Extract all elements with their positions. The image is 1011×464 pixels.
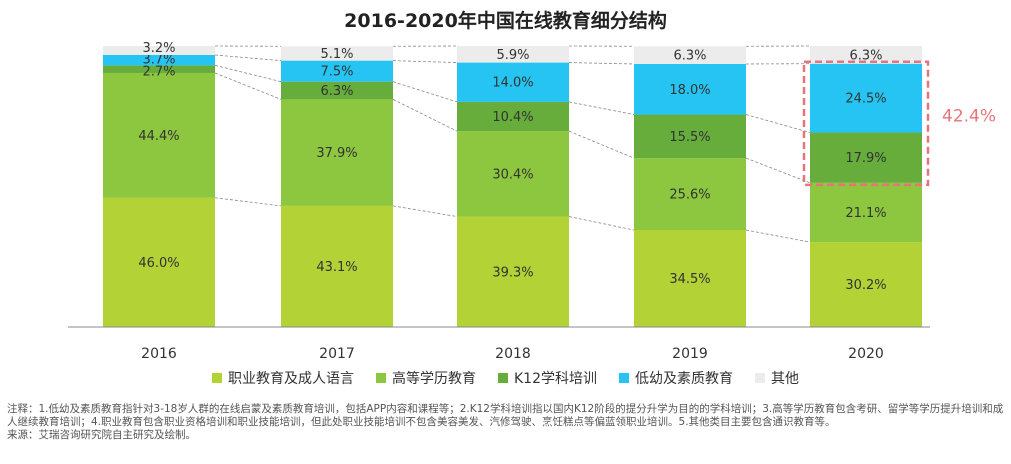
legend-label: K12学科培训 xyxy=(514,371,597,387)
data-label-k12-2018: 10.4% xyxy=(492,110,533,125)
bar-k12-2018 xyxy=(457,101,569,132)
bar-higher-2018 xyxy=(457,131,569,217)
legend-swatch xyxy=(212,373,222,383)
bar-other-2020 xyxy=(810,46,922,64)
bar-early-2020 xyxy=(810,63,922,133)
bar-higher-2019 xyxy=(634,158,746,231)
data-label-higher-2020: 21.1% xyxy=(845,206,886,221)
data-label-vocational-2018: 39.3% xyxy=(492,265,533,280)
highlight-annotation: 42.4% xyxy=(802,60,996,187)
legend: 职业教育及成人语言 高等学历教育 K12学科培训 低幼及素质教育 其他 xyxy=(0,368,1011,388)
bar-k12-2017 xyxy=(281,81,393,100)
x-tick-label: 2019 xyxy=(672,346,708,362)
bar-higher-2016 xyxy=(103,72,215,198)
data-label-early-2017: 7.5% xyxy=(320,65,353,80)
stacked-bar-chart: 46.0% 44.4% 2.7%3.7%3.2% 43.1% 37.9% 6.3% 7.5%… xyxy=(68,41,996,362)
data-label-vocational-2020: 30.2% xyxy=(845,278,886,293)
legend-item-k12: K12学科培训 xyxy=(498,368,597,388)
legend-swatch xyxy=(755,373,765,383)
connector-line xyxy=(568,101,635,115)
data-label-early-2020: 24.5% xyxy=(845,92,886,107)
highlight-value-label: 42.4% xyxy=(942,106,996,126)
connector-line xyxy=(745,114,811,133)
bar-vocational-2019 xyxy=(634,230,746,327)
legend-swatch xyxy=(498,373,508,383)
data-label-higher-2016: 44.4% xyxy=(138,129,179,144)
data-label-higher-2018: 30.4% xyxy=(492,167,533,182)
x-tick-label: 2017 xyxy=(319,346,355,362)
legend-swatch xyxy=(376,373,386,383)
connector-line xyxy=(214,72,282,100)
legend-item-early: 低幼及素质教育 xyxy=(619,368,733,388)
connector-line xyxy=(214,54,282,62)
legend-item-other: 其他 xyxy=(755,368,799,388)
data-label-k12-2019: 15.5% xyxy=(669,130,710,145)
connector-line xyxy=(392,60,458,63)
legend-swatch xyxy=(619,373,629,383)
source-text: 来源：艾瑞咨询研究院自主研究及绘制。 xyxy=(7,429,196,441)
data-label-k12-2017: 6.3% xyxy=(320,84,353,99)
bar-other-2017 xyxy=(281,46,393,61)
chart-title: 2016-2020年中国在线教育细分结构 xyxy=(344,10,667,32)
bar-early-2016 xyxy=(103,54,215,66)
connector-line xyxy=(214,65,282,83)
bar-higher-2020 xyxy=(810,182,922,243)
legend-label: 其他 xyxy=(771,371,799,387)
bar-higher-2017 xyxy=(281,99,393,206)
data-label-other-2018: 5.9% xyxy=(496,48,529,63)
legend-label: 高等学历教育 xyxy=(392,371,476,387)
bar-k12-2016 xyxy=(103,65,215,73)
footnotes: 注释：1.低幼及素质教育指针对3-18岁人群的在线启蒙及素质教育培训，包括APP… xyxy=(7,403,1007,442)
legend-item-higher: 高等学历教育 xyxy=(376,368,476,388)
legend-label: 职业教育及成人语言 xyxy=(228,371,354,387)
bar-other-2016 xyxy=(103,46,215,55)
bar-vocational-2017 xyxy=(281,205,393,327)
connector-line xyxy=(568,130,635,159)
data-label-higher-2019: 25.6% xyxy=(669,188,710,203)
data-label-vocational-2017: 43.1% xyxy=(316,260,357,275)
x-tick-label: 2016 xyxy=(141,346,177,362)
legend-label: 低幼及素质教育 xyxy=(635,371,733,387)
bar-k12-2019 xyxy=(634,114,746,159)
connector-line xyxy=(214,197,282,207)
data-label-k12-2020: 17.9% xyxy=(845,151,886,166)
bar-vocational-2020 xyxy=(810,242,922,327)
footnote-text: 注释：1.低幼及素质教育指针对3-18岁人群的在线启蒙及素质教育培训，包括APP… xyxy=(7,403,1004,428)
highlight-box xyxy=(802,60,930,187)
connector-line xyxy=(745,229,811,243)
bar-vocational-2018 xyxy=(457,216,569,327)
data-label-other-2020: 6.3% xyxy=(849,48,882,63)
bar-early-2019 xyxy=(634,63,746,115)
data-label-k12-2016: 2.7% xyxy=(142,65,175,80)
bar-group: 46.0% 44.4% 2.7%3.7%3.2% 43.1% 37.9% 6.3% 7.5%… xyxy=(103,41,922,327)
legend-item-vocational: 职业教育及成人语言 xyxy=(212,368,354,388)
connector-line xyxy=(745,157,811,184)
data-label-other-2017: 5.1% xyxy=(320,47,353,62)
connector-line xyxy=(568,216,635,231)
connector-line xyxy=(568,62,635,65)
data-label-higher-2017: 37.9% xyxy=(316,146,357,161)
bar-early-2017 xyxy=(281,60,393,82)
bar-other-2019 xyxy=(634,46,746,64)
data-label-early-2019: 18.0% xyxy=(669,83,710,98)
data-label-other-2019: 6.3% xyxy=(673,49,706,64)
bar-vocational-2016 xyxy=(103,197,215,327)
data-label-other-2016: 3.2% xyxy=(142,41,175,56)
bar-k12-2020 xyxy=(810,132,922,183)
connector-line xyxy=(392,99,458,132)
data-label-early-2016: 3.7% xyxy=(142,53,175,68)
connector-line xyxy=(392,81,458,103)
x-axis-labels: 2016 2017 2018 2019 2020 xyxy=(141,346,884,362)
bar-early-2018 xyxy=(457,62,569,102)
data-label-vocational-2016: 46.0% xyxy=(138,256,179,271)
connector-lines xyxy=(214,45,811,243)
connector-line xyxy=(392,205,458,217)
bar-other-2018 xyxy=(457,46,569,63)
data-label-vocational-2019: 34.5% xyxy=(669,272,710,287)
x-tick-label: 2018 xyxy=(495,346,531,362)
x-tick-label: 2020 xyxy=(848,346,884,362)
data-label-early-2018: 14.0% xyxy=(492,76,533,91)
